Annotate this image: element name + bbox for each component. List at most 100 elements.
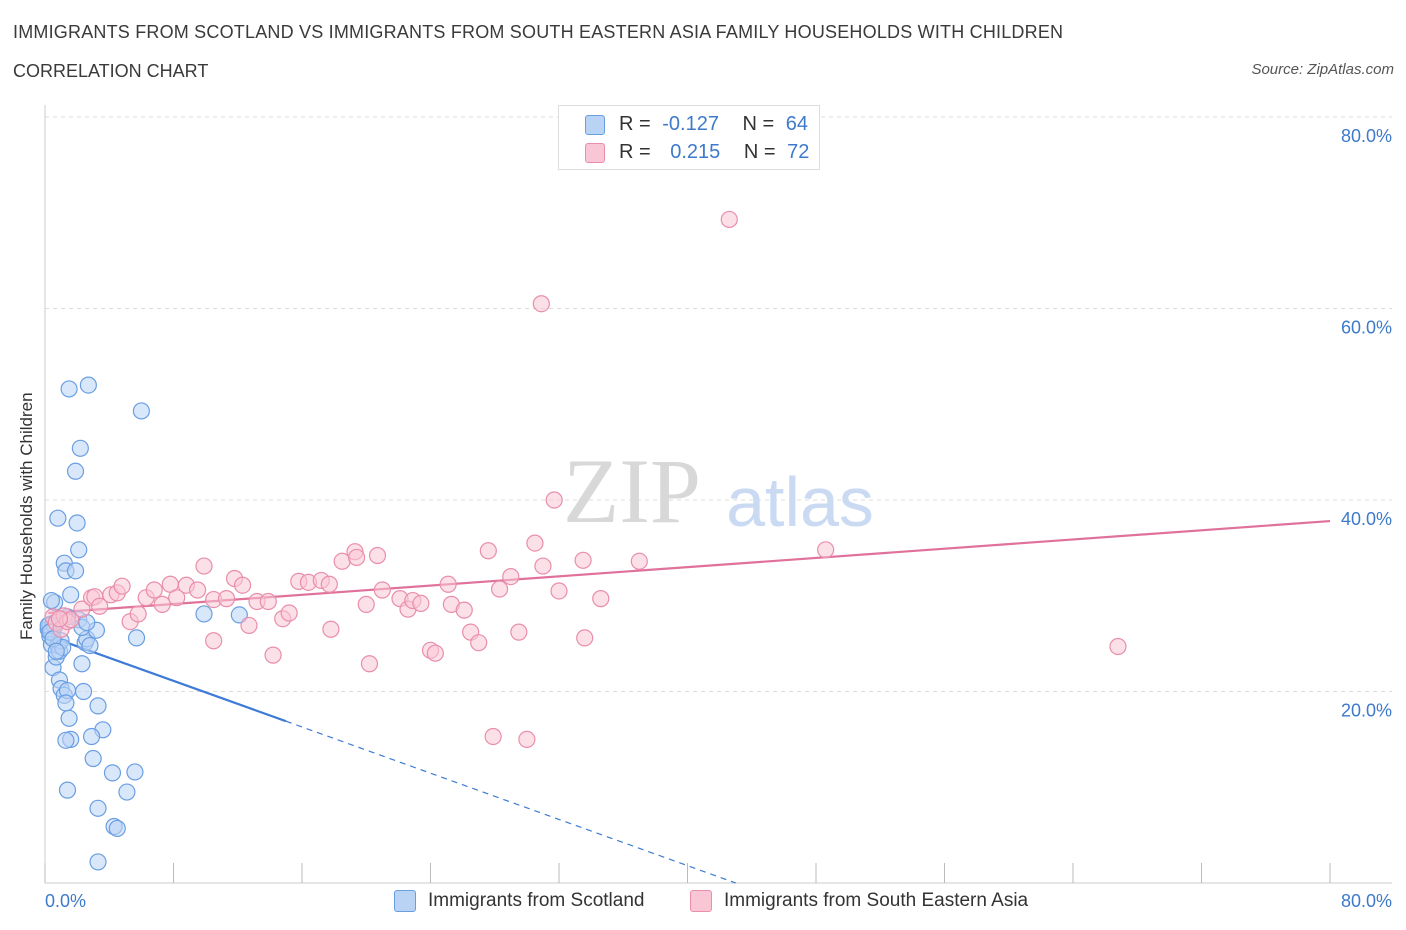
pink-point [259, 592, 277, 611]
pink-point [145, 581, 163, 599]
y-tick-label: 40.0% [1341, 509, 1392, 529]
blue-point [49, 509, 67, 527]
pink-point [320, 575, 338, 593]
blue-point [82, 727, 101, 746]
pink-point [518, 730, 536, 748]
blue-point [66, 562, 85, 580]
blue-point [71, 439, 89, 457]
pink-point [630, 552, 648, 570]
pink-point [470, 634, 488, 652]
chart-title: IMMIGRANTS FROM SCOTLAND VS IMMIGRANTS F… [13, 22, 1064, 42]
pink-point [490, 580, 509, 598]
pink-point [195, 557, 213, 575]
legend-swatch-pink [585, 142, 605, 163]
pink-point [129, 605, 147, 623]
blue-point [108, 819, 126, 838]
pink-point [1109, 637, 1127, 656]
pink-point [153, 595, 171, 613]
pink-point [368, 546, 387, 565]
pink-point [817, 541, 835, 559]
legend-r-label: R = [619, 141, 651, 163]
watermark: ZIP atlas [563, 440, 874, 542]
legend-r-value-pink: 0.215 [670, 141, 721, 163]
pink-point [510, 623, 528, 641]
axes [44, 105, 1392, 884]
blue-point [89, 697, 107, 715]
blue-point [126, 763, 144, 781]
blue-point [73, 655, 91, 673]
pink-point [322, 620, 340, 638]
watermark-atlas: atlas [726, 463, 874, 541]
y-tick-label: 20.0% [1341, 701, 1392, 721]
pink-point [545, 491, 563, 509]
pink-point [348, 548, 366, 567]
pink-point [264, 646, 282, 664]
blue-point [47, 642, 65, 660]
chart-subtitle: CORRELATION CHART [13, 61, 209, 81]
blue-point [132, 402, 150, 420]
blue-point [58, 781, 77, 799]
pink-point [233, 576, 252, 594]
blue-point [127, 629, 146, 647]
blue-trend-extension [285, 720, 736, 884]
y-axis-label: Family Households with Children [17, 392, 36, 640]
blue-point [68, 514, 86, 532]
y-tick-label: 80.0% [1341, 126, 1392, 146]
bottom-legend-pink: Immigrants from South Eastern Asia [690, 890, 1028, 912]
pink-point [455, 601, 473, 619]
pink-point [576, 629, 594, 647]
tick-labels: 80.0% 60.0% 40.0% 20.0% 0.0% 80.0% [45, 126, 1392, 911]
blue-point [230, 606, 248, 624]
blue-point [57, 694, 75, 712]
legend-n-value-blue: 64 [785, 113, 809, 135]
pink-point [168, 589, 186, 607]
bottom-legend-label-blue: Immigrants from Scotland [428, 890, 645, 912]
pink-point [240, 616, 258, 635]
pink-point [592, 590, 610, 608]
source-label: Source: ZipAtlas.com [1251, 61, 1394, 78]
bottom-legend-blue: Immigrants from Scotland [394, 890, 644, 912]
x-tick-label: 0.0% [45, 891, 86, 911]
data-points [39, 210, 1127, 871]
pink-point [720, 210, 738, 229]
pink-point [280, 604, 298, 622]
pink-point [550, 582, 568, 600]
blue-point [118, 783, 136, 801]
pink-point [502, 567, 520, 586]
pink-point [73, 600, 91, 618]
pink-point [484, 727, 502, 746]
blue-point [70, 541, 88, 559]
pink-point [534, 557, 552, 575]
y-tick-label: 60.0% [1341, 318, 1392, 338]
grid-lines [45, 116, 1392, 692]
pink-point [574, 551, 592, 569]
pink-point [205, 632, 223, 650]
pink-point [113, 577, 131, 595]
pink-point [526, 534, 544, 552]
pink-point [426, 644, 444, 662]
legend-n-value-pink: 72 [787, 141, 810, 163]
legend-r-label: R = [619, 113, 651, 135]
legend-n-label: N = [743, 141, 776, 163]
pink-point [479, 542, 497, 560]
blue-point [81, 636, 99, 655]
legend-r-value-blue: -0.127 [662, 113, 719, 135]
watermark-zip: ZIP [563, 440, 701, 542]
pink-point [439, 575, 457, 593]
bottom-legend-swatch-pink [690, 890, 712, 912]
blue-point [42, 591, 61, 610]
pink-point [357, 595, 375, 613]
pink-point [50, 610, 69, 628]
x-tick-label: 80.0% [1341, 891, 1392, 911]
pink-point [532, 295, 550, 313]
blue-point [62, 586, 80, 604]
legend-row-pink: R = 0.215 N = 72 [585, 140, 809, 164]
blue-point [195, 605, 213, 623]
pink-point [91, 597, 109, 615]
blue-point [79, 376, 97, 394]
blue-point [60, 709, 78, 727]
blue-point [74, 682, 93, 701]
pink-point [412, 594, 430, 613]
bottom-legend-swatch-blue [394, 890, 416, 912]
